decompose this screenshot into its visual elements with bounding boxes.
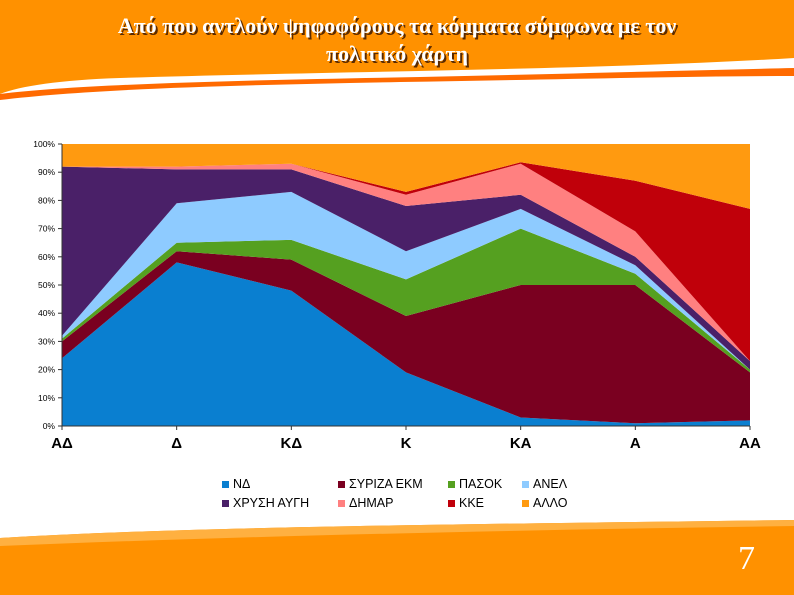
y-tick-label-3: 30%	[38, 336, 55, 346]
x-tick-label-0: ΑΔ	[51, 435, 73, 452]
legend-swatch-6	[448, 500, 455, 507]
legend-label-4: ΧΡΥΣΗ ΑΥΓΗ	[233, 496, 309, 510]
legend-label-0: ΝΔ	[233, 477, 250, 491]
top-banner	[0, 0, 794, 100]
title-line-2: πολιτικό χάρτη	[326, 41, 468, 66]
area-series-7	[62, 144, 750, 209]
y-tick-label-10: 100%	[33, 139, 55, 149]
y-tick-label-8: 80%	[38, 195, 55, 205]
y-tick-label-5: 50%	[38, 280, 55, 290]
stacked-area-chart: 0%10%20%30%40%50%60%70%80%90%100%ΑΔ Δ ΚΔ Κ Κ…	[33, 139, 761, 510]
slide-title: Από που αντλούν ψηφοφόρους τα κόμματα σύ…	[0, 12, 794, 68]
legend-label-7: ΑΛΛΟ	[533, 496, 568, 510]
area-series-0	[62, 262, 750, 426]
legend-swatch-1	[338, 481, 345, 488]
area-series-5	[62, 163, 750, 362]
legend-swatch-2	[448, 481, 455, 488]
y-tick-label-1: 10%	[38, 393, 55, 403]
y-tick-label-7: 70%	[38, 224, 55, 234]
y-tick-label-4: 40%	[38, 308, 55, 318]
y-tick-label-2: 20%	[38, 365, 55, 375]
x-tick-label-3: Κ	[401, 435, 412, 452]
y-tick-label-6: 60%	[38, 252, 55, 262]
x-tick-label-5: Α	[630, 435, 641, 452]
x-tick-label-6: ΑΑ	[739, 435, 761, 452]
legend-swatch-4	[222, 500, 229, 507]
area-series-3	[62, 191, 750, 370]
title-line-1: Από που αντλούν ψηφοφόρους τα κόμματα σύ…	[117, 13, 677, 38]
legend-label-5: ΔΗΜΑΡ	[349, 496, 393, 510]
area-series-2	[62, 228, 750, 373]
x-tick-label-4: ΚΑ	[510, 435, 532, 452]
x-tick-label-2: ΚΔ	[281, 435, 303, 452]
legend-label-6: ΚΚΕ	[459, 496, 484, 510]
legend-label-1: ΣΥΡΙΖΑ ΕΚΜ	[349, 477, 423, 491]
page-number: 7	[738, 540, 755, 577]
y-tick-label-9: 90%	[38, 167, 55, 177]
legend-label-2: ΠΑΣΟΚ	[459, 477, 503, 491]
x-tick-label-1: Δ	[171, 435, 182, 452]
area-series-1	[62, 251, 750, 424]
legend-label-3: ΑΝΕΛ	[533, 477, 568, 491]
bottom-banner	[0, 520, 794, 595]
area-series-4	[62, 166, 750, 370]
legend-swatch-7	[522, 500, 529, 507]
legend-swatch-3	[522, 481, 529, 488]
legend-swatch-5	[338, 500, 345, 507]
y-tick-label-0: 0%	[43, 421, 56, 431]
legend-swatch-0	[222, 481, 229, 488]
